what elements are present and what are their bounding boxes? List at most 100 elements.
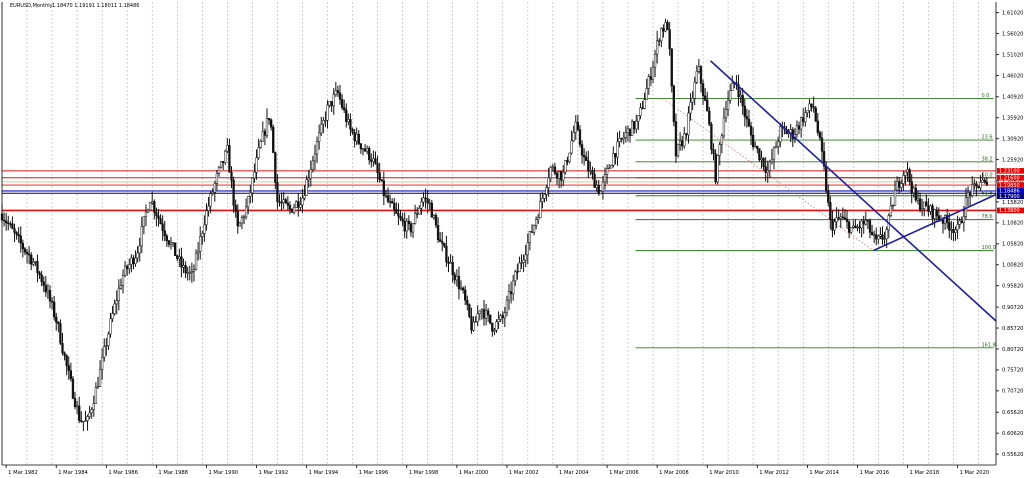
price-tag bbox=[997, 168, 1024, 174]
price-bar-body bbox=[516, 271, 519, 273]
price-bar-body bbox=[716, 155, 719, 183]
price-bar-body bbox=[879, 234, 882, 237]
price-bar-body bbox=[981, 179, 984, 183]
price-bar-body bbox=[63, 352, 66, 356]
price-bar-body bbox=[975, 183, 978, 187]
price-bar-body bbox=[779, 126, 782, 143]
price-bar-body bbox=[459, 287, 463, 290]
price-bar-body bbox=[19, 235, 22, 244]
price-bar-body bbox=[82, 420, 85, 423]
price-bar-body bbox=[46, 290, 50, 293]
price-bar-body bbox=[487, 310, 490, 316]
price-bar-body bbox=[292, 206, 296, 213]
price-bar-body bbox=[749, 125, 753, 136]
price-bar-body bbox=[693, 81, 696, 99]
price-bar-body bbox=[806, 110, 809, 114]
price-bar-body bbox=[134, 257, 137, 264]
price-tick-label: 0.75720 bbox=[1002, 368, 1023, 374]
price-bar-body bbox=[816, 120, 819, 133]
price-bar-body bbox=[966, 192, 970, 198]
price-bar-body bbox=[743, 105, 746, 117]
time-tick-label: 1 Mar 1986 bbox=[108, 470, 138, 476]
price-bar-body bbox=[424, 197, 427, 199]
price-bar-body bbox=[729, 90, 732, 101]
price-bar-body bbox=[25, 251, 29, 255]
price-bar-body bbox=[495, 321, 498, 331]
price-bar-body bbox=[113, 303, 116, 314]
price-bar-body bbox=[115, 300, 118, 305]
price-bar-body bbox=[9, 223, 12, 225]
price-bar-body bbox=[589, 170, 592, 172]
price-bar-body bbox=[171, 242, 175, 244]
price-bar-body bbox=[174, 242, 177, 256]
price-bar-body bbox=[55, 316, 58, 323]
price-bar-body bbox=[630, 121, 634, 136]
price-bar-body bbox=[432, 215, 436, 218]
price-bar-body bbox=[117, 288, 120, 301]
price-bar-body bbox=[745, 116, 749, 120]
price-bar-body bbox=[121, 274, 125, 286]
price-bar-body bbox=[151, 201, 154, 204]
price-bar-body bbox=[935, 209, 938, 216]
price-bar-body bbox=[731, 82, 734, 91]
price-bar-body bbox=[708, 110, 711, 125]
price-bar-body bbox=[21, 242, 25, 249]
price-bar-body bbox=[119, 285, 123, 289]
price-bar-body bbox=[877, 235, 880, 240]
price-tick-label: 0.80720 bbox=[1002, 347, 1023, 353]
time-tick-label: 1 Mar 2008 bbox=[659, 470, 689, 476]
price-bar-body bbox=[518, 262, 521, 272]
price-bar-body bbox=[59, 323, 62, 344]
price-tag-label: 1.17900 bbox=[999, 194, 1020, 200]
price-bar-body bbox=[662, 28, 665, 32]
price-bar-body bbox=[413, 213, 417, 224]
fib-level-label: 0.0 bbox=[981, 93, 989, 99]
price-bar-body bbox=[977, 185, 980, 189]
price-bar-body bbox=[572, 132, 575, 142]
price-bar-body bbox=[925, 201, 928, 207]
price-bar-body bbox=[361, 148, 365, 150]
price-bar-body bbox=[88, 412, 91, 417]
price-bar-body bbox=[568, 152, 571, 163]
price-bar-body bbox=[217, 166, 221, 174]
price-bar-body bbox=[457, 276, 461, 290]
price-bar-body bbox=[32, 261, 35, 265]
price-tick-label: 1.51020 bbox=[1002, 52, 1023, 58]
price-bar-body bbox=[699, 66, 703, 84]
price-bar-body bbox=[101, 356, 104, 370]
price-bar-body bbox=[207, 205, 210, 211]
trendline[interactable] bbox=[710, 60, 997, 322]
price-bar-body bbox=[136, 252, 139, 259]
price-tick-label: 1.35920 bbox=[1002, 116, 1023, 122]
price-bar-body bbox=[541, 198, 544, 202]
price-bar-body bbox=[142, 216, 146, 227]
price-bar-body bbox=[789, 129, 792, 133]
price-bar-body bbox=[190, 271, 194, 273]
price-bar-body bbox=[499, 315, 502, 320]
trendlines[interactable] bbox=[710, 60, 997, 322]
price-bar-body bbox=[866, 220, 870, 222]
price-tick-label: 0.55620 bbox=[1002, 452, 1023, 458]
price-bar-body bbox=[756, 146, 759, 149]
price-bar-body bbox=[751, 134, 755, 148]
price-bar-body bbox=[7, 222, 10, 224]
price-bar-body bbox=[466, 300, 469, 305]
price-tick-label: 1.40920 bbox=[1002, 95, 1023, 101]
price-bar-body bbox=[854, 225, 857, 229]
price-bar-body bbox=[891, 205, 895, 207]
price-bar-body bbox=[635, 120, 638, 130]
time-tick-label: 1 Mar 2018 bbox=[910, 470, 940, 476]
price-bar-body bbox=[591, 170, 594, 175]
price-bar-body bbox=[920, 208, 924, 211]
price-bar-body bbox=[497, 319, 500, 323]
trendline[interactable] bbox=[872, 193, 997, 252]
price-bar-body bbox=[386, 195, 390, 202]
price-bar-body bbox=[979, 182, 982, 189]
price-bar-body bbox=[188, 272, 191, 274]
price-bar-body bbox=[365, 147, 369, 152]
price-bar-body bbox=[912, 187, 915, 194]
price-bar-body bbox=[754, 146, 757, 148]
price-bar-body bbox=[593, 173, 596, 188]
price-bar-body bbox=[960, 220, 963, 224]
